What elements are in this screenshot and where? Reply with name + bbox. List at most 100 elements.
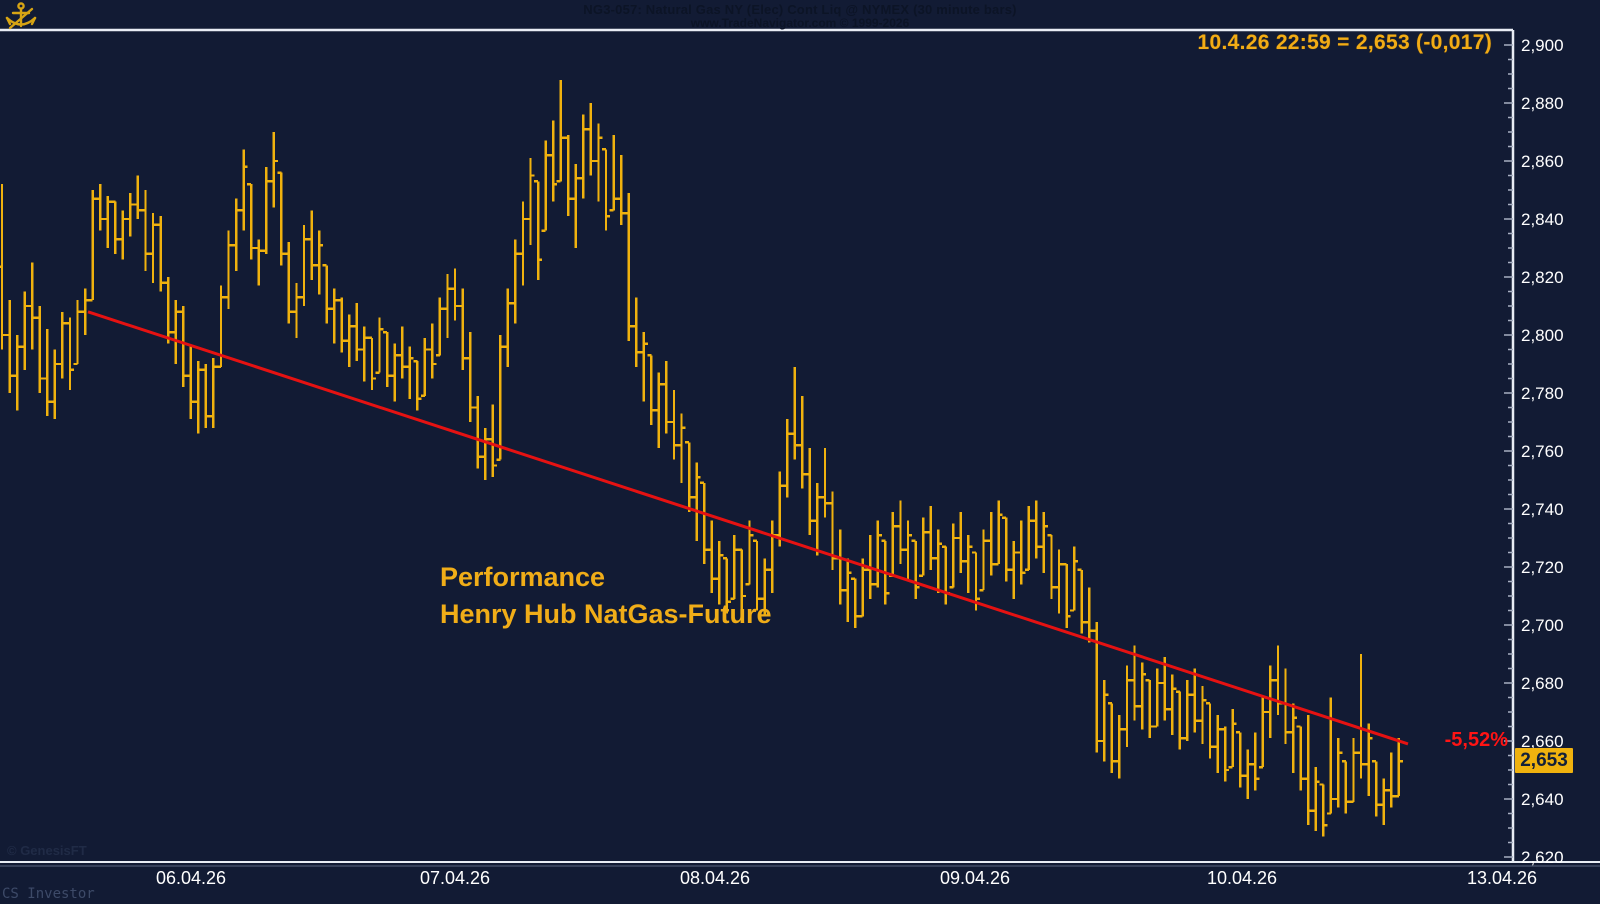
ohlc-bar	[1183, 680, 1192, 741]
ohlc-bar	[1243, 749, 1252, 799]
ohlc-bar	[73, 300, 82, 366]
ohlc-bar	[1047, 533, 1056, 599]
ohlc-bar	[949, 523, 958, 589]
ohlc-bar	[1070, 546, 1079, 612]
ohlc-bar	[164, 277, 173, 344]
ohlc-bar	[1326, 697, 1335, 815]
ohlc-bar	[1175, 690, 1184, 750]
ohlc-bar	[50, 349, 59, 420]
ohlc-bar	[677, 413, 686, 483]
ohlc-bar	[1304, 714, 1313, 826]
ohlc-bar	[1168, 674, 1177, 736]
ohlc-bar	[428, 323, 437, 379]
ohlc-bar	[171, 300, 180, 364]
ohlc-bar	[1190, 668, 1199, 733]
ohlc-bar	[707, 520, 716, 594]
trend-change-label: -5,52%	[1444, 729, 1508, 751]
ohlc-bar	[481, 427, 490, 480]
ohlc-bar	[194, 361, 203, 434]
ohlc-bar	[315, 230, 324, 295]
ohlc-bar	[1100, 680, 1109, 762]
ohlc-bar	[1085, 587, 1094, 643]
ohlc-bar	[1107, 702, 1116, 773]
ohlc-bar	[783, 419, 792, 498]
ohlc-bar	[375, 317, 384, 374]
ohlc-bar	[775, 471, 784, 547]
ohlc-bar	[541, 140, 550, 232]
ohlc-bar	[367, 336, 376, 391]
ohlc-bar	[1213, 714, 1222, 773]
ohlc-bar	[1394, 738, 1403, 798]
y-tick-label: 2,640	[1521, 790, 1564, 809]
ohlc-bar	[435, 297, 444, 357]
ohlc-bar	[526, 158, 535, 246]
ohlc-bar	[1266, 665, 1275, 739]
ohlc-bar	[65, 317, 74, 391]
y-tick-label: 2,900	[1521, 36, 1564, 55]
ohlc-bar	[971, 551, 980, 611]
ohlc-bar	[836, 529, 845, 605]
ohlc-bar	[443, 274, 452, 338]
ohlc-bar	[586, 103, 595, 176]
y-tick-label: 2,660	[1521, 732, 1564, 751]
chart-annotation: Performance Henry Hub NatGas-Future	[440, 559, 772, 633]
ohlc-bar	[43, 329, 52, 417]
ohlc-bar	[360, 326, 369, 382]
ohlc-bar	[5, 300, 14, 393]
ohlc-bar	[1341, 760, 1350, 814]
ohlc-bar	[1372, 760, 1381, 817]
ohlc-bar	[262, 166, 271, 254]
investor-watermark: CS Investor	[2, 886, 95, 902]
ohlc-bar	[1258, 697, 1267, 769]
ohlc-bar	[1206, 702, 1214, 759]
ohlc-bar	[1145, 678, 1154, 739]
ohlc-bar	[405, 346, 414, 399]
ohlc-bar	[1319, 783, 1328, 837]
ohlc-bar	[149, 213, 157, 283]
ohlc-bar	[390, 343, 399, 402]
ohlc-bar	[269, 132, 278, 208]
y-tick-label: 2,720	[1521, 558, 1564, 577]
ohlc-bar	[232, 198, 241, 272]
ohlc-bar	[851, 577, 860, 628]
ohlc-bar	[632, 297, 641, 367]
ohlc-bar	[1039, 511, 1048, 573]
ohlc-bar	[1002, 516, 1011, 582]
ohlc-bar	[1017, 520, 1026, 585]
ohlc-bar	[843, 558, 852, 623]
ohlc-bar	[209, 358, 218, 428]
ohlc-bar	[496, 335, 505, 461]
ohlc-bar	[186, 346, 195, 420]
ohlc-bar	[1273, 645, 1282, 715]
ohlc-bar	[753, 539, 761, 611]
last-quote-readout: 10.4.26 22:59 = 2,653 (-0,017)	[1197, 31, 1492, 54]
ohlc-bar	[413, 359, 422, 411]
ohlc-bar	[35, 306, 44, 393]
ohlc-bar	[692, 462, 701, 541]
ohlc-bar	[715, 540, 724, 605]
ohlc-bar	[466, 332, 475, 422]
y-tick-label: 2,740	[1521, 500, 1564, 519]
ohlc-bar	[1387, 752, 1396, 808]
ohlc-bar	[141, 190, 150, 272]
ohlc-bar	[979, 529, 988, 592]
ohlc-bar	[383, 330, 392, 388]
trend-line	[87, 310, 1409, 746]
ohlc-bar	[518, 201, 527, 286]
ohlc-bar	[934, 529, 943, 594]
ohlc-bar	[926, 506, 935, 570]
x-axis-label: 06.04.26	[156, 868, 226, 888]
y-tick-label: 2,620	[1521, 848, 1564, 867]
y-tick-label: 2,820	[1521, 268, 1564, 287]
ohlc-bar	[201, 364, 210, 428]
ohlc-bar	[239, 149, 248, 231]
x-axis-label: 13.04.26	[1467, 868, 1537, 888]
ohlc-bar	[352, 303, 361, 362]
ohlc-bar	[813, 482, 822, 556]
ohlc-bar	[118, 210, 127, 260]
ohlc-bar	[790, 366, 799, 460]
ohlc-bar	[639, 332, 648, 402]
ohlc-bar	[330, 288, 339, 344]
ohlc-bar	[473, 395, 482, 469]
